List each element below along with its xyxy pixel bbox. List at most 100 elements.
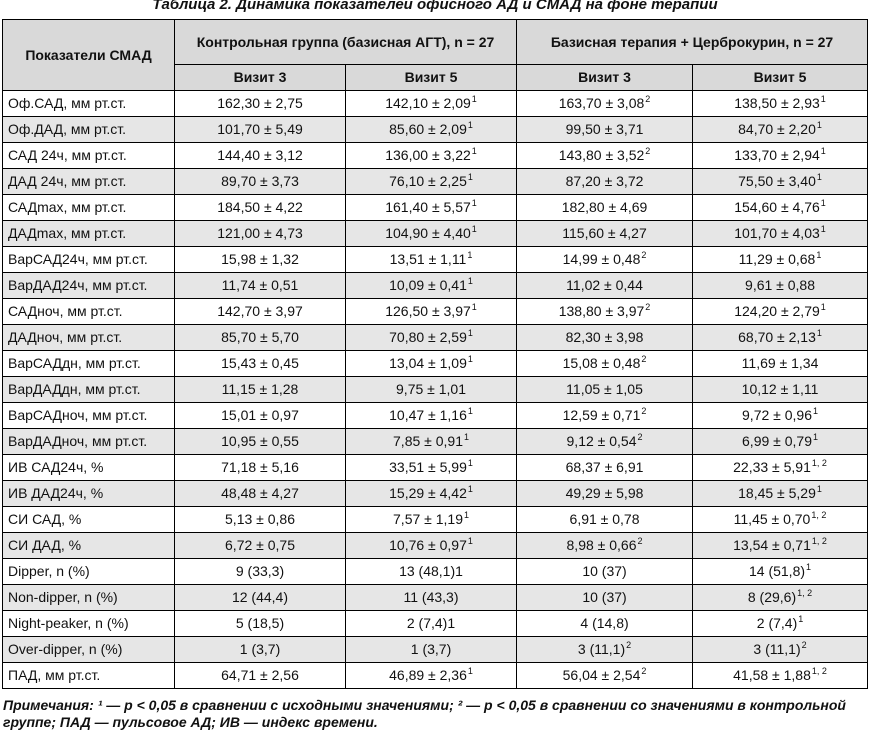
table-cell: 115,60 ± 4,27: [516, 220, 694, 247]
table-cell: 46,89 ± 2,361: [344, 662, 518, 689]
table-cell: 5,13 ± 0,86: [174, 506, 346, 533]
cell-value: 76,10 ± 2,25: [389, 173, 467, 189]
significance-mark: 2: [637, 432, 643, 442]
table-cell: 142,10 ± 2,091: [344, 90, 518, 117]
table-row: Non-dipper, n (%) 12 (44,4) 11 (43,3) 10 (3…: [2, 584, 869, 611]
cell-value: 133,70 ± 2,94: [734, 147, 820, 163]
cell-value: 33,51 ± 5,99: [389, 459, 467, 475]
row-label: ВарДАДдн, мм рт.ст.: [2, 376, 175, 403]
cell-value: 10 (37): [582, 589, 627, 605]
cell-value: 2 (7,4)1: [406, 615, 456, 631]
cell-value: 11,15 ± 1,28: [221, 381, 299, 397]
row-label: ДАД 24ч, мм рт.ст.: [2, 168, 175, 195]
row-label: ВарСАДноч, мм рт.ст.: [2, 402, 175, 429]
table-cell: 9,72 ± 0,961: [692, 402, 869, 429]
significance-mark: 1: [816, 484, 822, 494]
table-header: Показатели СМАД Контрольная группа (бази…: [2, 19, 869, 91]
table-cell: 10,12 ± 1,11: [692, 376, 869, 403]
table-row: Оф.САД, мм рт.ст. 162,30 ± 2,75 142,10 ± 2…: [2, 90, 869, 117]
visit-header: Визит 3: [174, 64, 346, 91]
row-label: САДноч, мм рт.ст.: [2, 298, 175, 325]
significance-mark: 1, 2: [811, 458, 827, 468]
cell-value: 138,50 ± 2,93: [734, 95, 820, 111]
table-cell: 84,70 ± 2,201: [692, 116, 869, 143]
row-label: ВарСАД24ч, мм рт.ст.: [2, 246, 175, 273]
cell-value: 70,80 ± 2,59: [389, 329, 467, 345]
table-row: ИВ ДАД24ч, % 48,48 ± 4,27 15,29 ± 4,421 49,…: [2, 480, 869, 507]
cell-value: 10,95 ± 0,55: [221, 433, 299, 449]
cell-value: 124,20 ± 2,79: [734, 303, 820, 319]
table-cell: 161,40 ± 5,571: [344, 194, 518, 221]
row-label: Dipper, n (%): [2, 558, 175, 585]
significance-mark: 2: [801, 640, 807, 650]
cell-value: 9,72 ± 0,96: [742, 407, 812, 423]
cell-value: 144,40 ± 3,12: [217, 147, 303, 163]
row-label: Non-dipper, n (%): [2, 584, 175, 611]
significance-mark: 1: [467, 276, 473, 286]
table-row: ВарСАДноч, мм рт.ст. 15,01 ± 0,97 10,47 ± …: [2, 402, 869, 429]
cell-value: 89,70 ± 3,73: [221, 173, 299, 189]
cell-value: 75,50 ± 3,40: [738, 173, 816, 189]
significance-mark: 1: [816, 328, 822, 338]
cell-value: 22,33 ± 5,91: [733, 459, 811, 475]
table-cell: 71,18 ± 5,16: [174, 454, 346, 481]
row-label: ВарДАД24ч, мм рт.ст.: [2, 272, 175, 299]
cell-value: 6,99 ± 0,79: [742, 433, 812, 449]
row-label: СИ САД, %: [2, 506, 175, 533]
table-cell: 14 (51,8)1: [692, 558, 869, 585]
table-cell: 13,54 ± 0,711, 2: [692, 532, 869, 559]
table-cell: 104,90 ± 4,401: [344, 220, 518, 247]
cell-value: 101,70 ± 4,03: [734, 225, 820, 241]
cell-value: 12,59 ± 0,71: [562, 407, 641, 423]
significance-mark: 1: [471, 94, 477, 104]
table-cell: 143,80 ± 3,522: [516, 142, 694, 169]
table-row: САДноч, мм рт.ст. 142,70 ± 3,97 126,50 ± 3…: [2, 298, 869, 325]
cell-value: 14,99 ± 0,48: [562, 251, 641, 267]
table-cell: 2 (7,4)1: [692, 610, 869, 637]
table-cell: 13,51 ± 1,111: [344, 246, 518, 273]
table-cell: 15,08 ± 0,482: [516, 350, 694, 377]
cell-value: 46,89 ± 2,36: [389, 667, 467, 683]
significance-mark: 1: [820, 302, 826, 312]
table-cell: 22,33 ± 5,911, 2: [692, 454, 869, 481]
cell-value: 15,43 ± 0,45: [221, 355, 299, 371]
cell-value: 10,47 ± 1,16: [389, 407, 467, 423]
table-cell: 49,29 ± 5,98: [516, 480, 694, 507]
row-label: ИВ ДАД24ч, %: [2, 480, 175, 507]
table-cell: 163,70 ± 3,082: [516, 90, 694, 117]
control-group-header: Контрольная группа (базисная АГТ), n = 2…: [173, 19, 518, 65]
significance-mark: 1: [812, 432, 818, 442]
cell-value: 64,71 ± 2,56: [221, 667, 299, 683]
table-row: ДАД 24ч, мм рт.ст. 89,70 ± 3,73 76,10 ± 2,…: [2, 168, 869, 195]
table-cell: 7,85 ± 0,911: [344, 428, 518, 455]
significance-mark: 1: [820, 94, 826, 104]
table-cell: 10,09 ± 0,411: [344, 272, 518, 299]
table-cell: 33,51 ± 5,991: [344, 454, 518, 481]
cell-value: 4 (14,8): [580, 615, 629, 631]
significance-mark: 1: [471, 198, 477, 208]
table-cell: 10,47 ± 1,161: [344, 402, 518, 429]
significance-mark: 1: [467, 406, 473, 416]
cell-value: 10 (37): [582, 563, 627, 579]
table-cell: 11 (43,3): [344, 584, 518, 611]
table-cell: 6,72 ± 0,75: [174, 532, 346, 559]
table-cell: 124,20 ± 2,791: [692, 298, 869, 325]
cell-value: 11,05 ± 1,05: [566, 381, 643, 397]
table-row: ВарСАД24ч, мм рт.ст. 15,98 ± 1,32 13,51 ± …: [2, 246, 869, 273]
table-cell: 9,12 ± 0,542: [516, 428, 694, 455]
significance-mark: 1, 2: [811, 510, 827, 520]
cell-value: 68,70 ± 2,13: [738, 329, 816, 345]
significance-mark: 2: [645, 94, 651, 104]
table-cell: 99,50 ± 3,71: [516, 116, 694, 143]
table-cell: 184,50 ± 4,22: [174, 194, 346, 221]
significance-mark: 1: [471, 224, 477, 234]
table-cell: 162,30 ± 2,75: [174, 90, 346, 117]
table-row: ПАД, мм рт.ст. 64,71 ± 2,56 46,89 ± 2,361 5…: [2, 662, 869, 689]
table-cell: 68,37 ± 6,91: [516, 454, 694, 481]
table-cell: 144,40 ± 3,12: [174, 142, 346, 169]
table-cell: 142,70 ± 3,97: [174, 298, 346, 325]
significance-mark: 1: [798, 614, 804, 624]
cell-value: 82,30 ± 3,98: [565, 329, 644, 345]
cell-value: 9,12 ± 0,54: [566, 433, 637, 449]
